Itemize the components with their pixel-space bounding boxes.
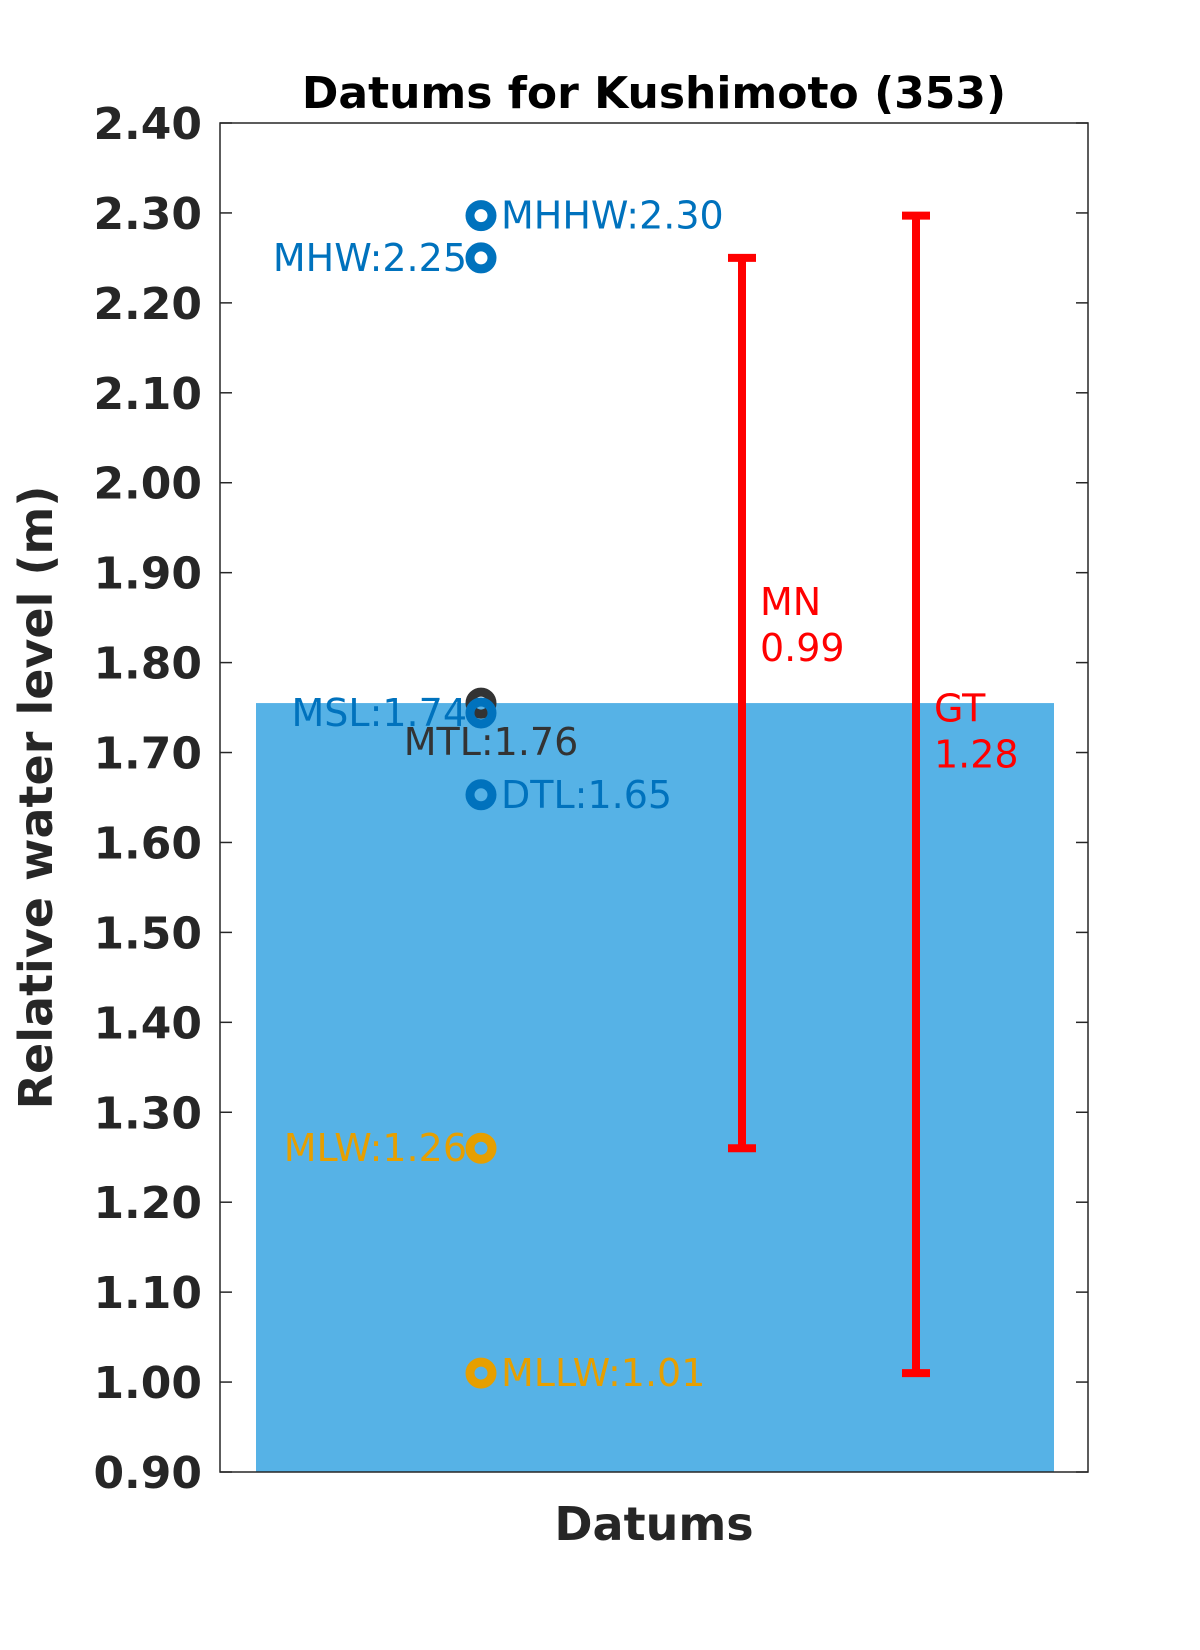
y-axis-label: Relative water level (m)	[9, 486, 63, 1110]
y-tick-label: 1.20	[93, 1178, 202, 1229]
y-tick-label: 1.30	[93, 1088, 202, 1139]
datum-label: MHW:2.25	[273, 236, 467, 280]
y-tick-label: 0.90	[93, 1448, 202, 1499]
y-tick-label: 2.40	[93, 99, 202, 150]
range-value-label: 1.28	[934, 732, 1019, 776]
y-tick-label: 1.80	[93, 639, 202, 690]
datum-mhw: MHW:2.25	[273, 236, 497, 280]
datum-label: MLLW:1.01	[501, 1351, 705, 1395]
y-tick-label: 2.30	[93, 189, 202, 240]
datum-marker	[465, 697, 497, 729]
datum-marker	[465, 1357, 497, 1389]
y-tick-label: 1.50	[93, 908, 202, 959]
range-bar-gt: GT1.28	[902, 211, 1019, 1378]
datum-label: MLW:1.26	[284, 1126, 467, 1170]
y-tick-label: 1.00	[93, 1358, 202, 1409]
water-level-fill	[256, 703, 1054, 1472]
range-bar-mn: MN0.99	[728, 253, 845, 1153]
datum-label: MHHW:2.30	[501, 194, 724, 238]
y-tick-label: 2.20	[93, 279, 202, 330]
y-tick-label: 1.10	[93, 1268, 202, 1319]
datum-msl: MSL:1.74	[292, 691, 497, 735]
y-tick-label: 1.60	[93, 818, 202, 869]
datum-label: MSL:1.74	[292, 691, 468, 735]
range-name-label: MN	[760, 580, 821, 624]
datum-marker	[465, 779, 497, 811]
y-axis: 0.90 1.00 1.10 1.20 1.30 1.40 1.50 1.60 1.70 1.80…	[93, 99, 1088, 1499]
datum-label: MTL:1.76	[404, 720, 579, 764]
datum-marker	[465, 200, 497, 232]
y-tick-label: 2.10	[93, 369, 202, 420]
y-tick-label: 2.00	[93, 459, 202, 510]
datum-marker	[465, 242, 497, 274]
range-value-label: 0.99	[760, 626, 845, 670]
y-tick-label: 1.90	[93, 549, 202, 600]
y-tick-label: 1.40	[93, 998, 202, 1049]
datum-mlw: MLW:1.26	[284, 1126, 497, 1170]
y-tick-label: 1.70	[93, 729, 202, 780]
datum-mllw: MLLW:1.01	[465, 1351, 705, 1395]
plot-frame	[219, 122, 1089, 1473]
datum-mhhw: MHHW:2.30	[465, 194, 724, 238]
x-axis-label: Datums	[554, 1497, 753, 1551]
datum-label: DTL:1.65	[501, 773, 672, 817]
range-name-label: GT	[934, 686, 986, 730]
datum-marker	[465, 1132, 497, 1164]
datum-dtl: DTL:1.65	[465, 773, 672, 817]
chart-title: Datums for Kushimoto (353)	[302, 68, 1006, 119]
